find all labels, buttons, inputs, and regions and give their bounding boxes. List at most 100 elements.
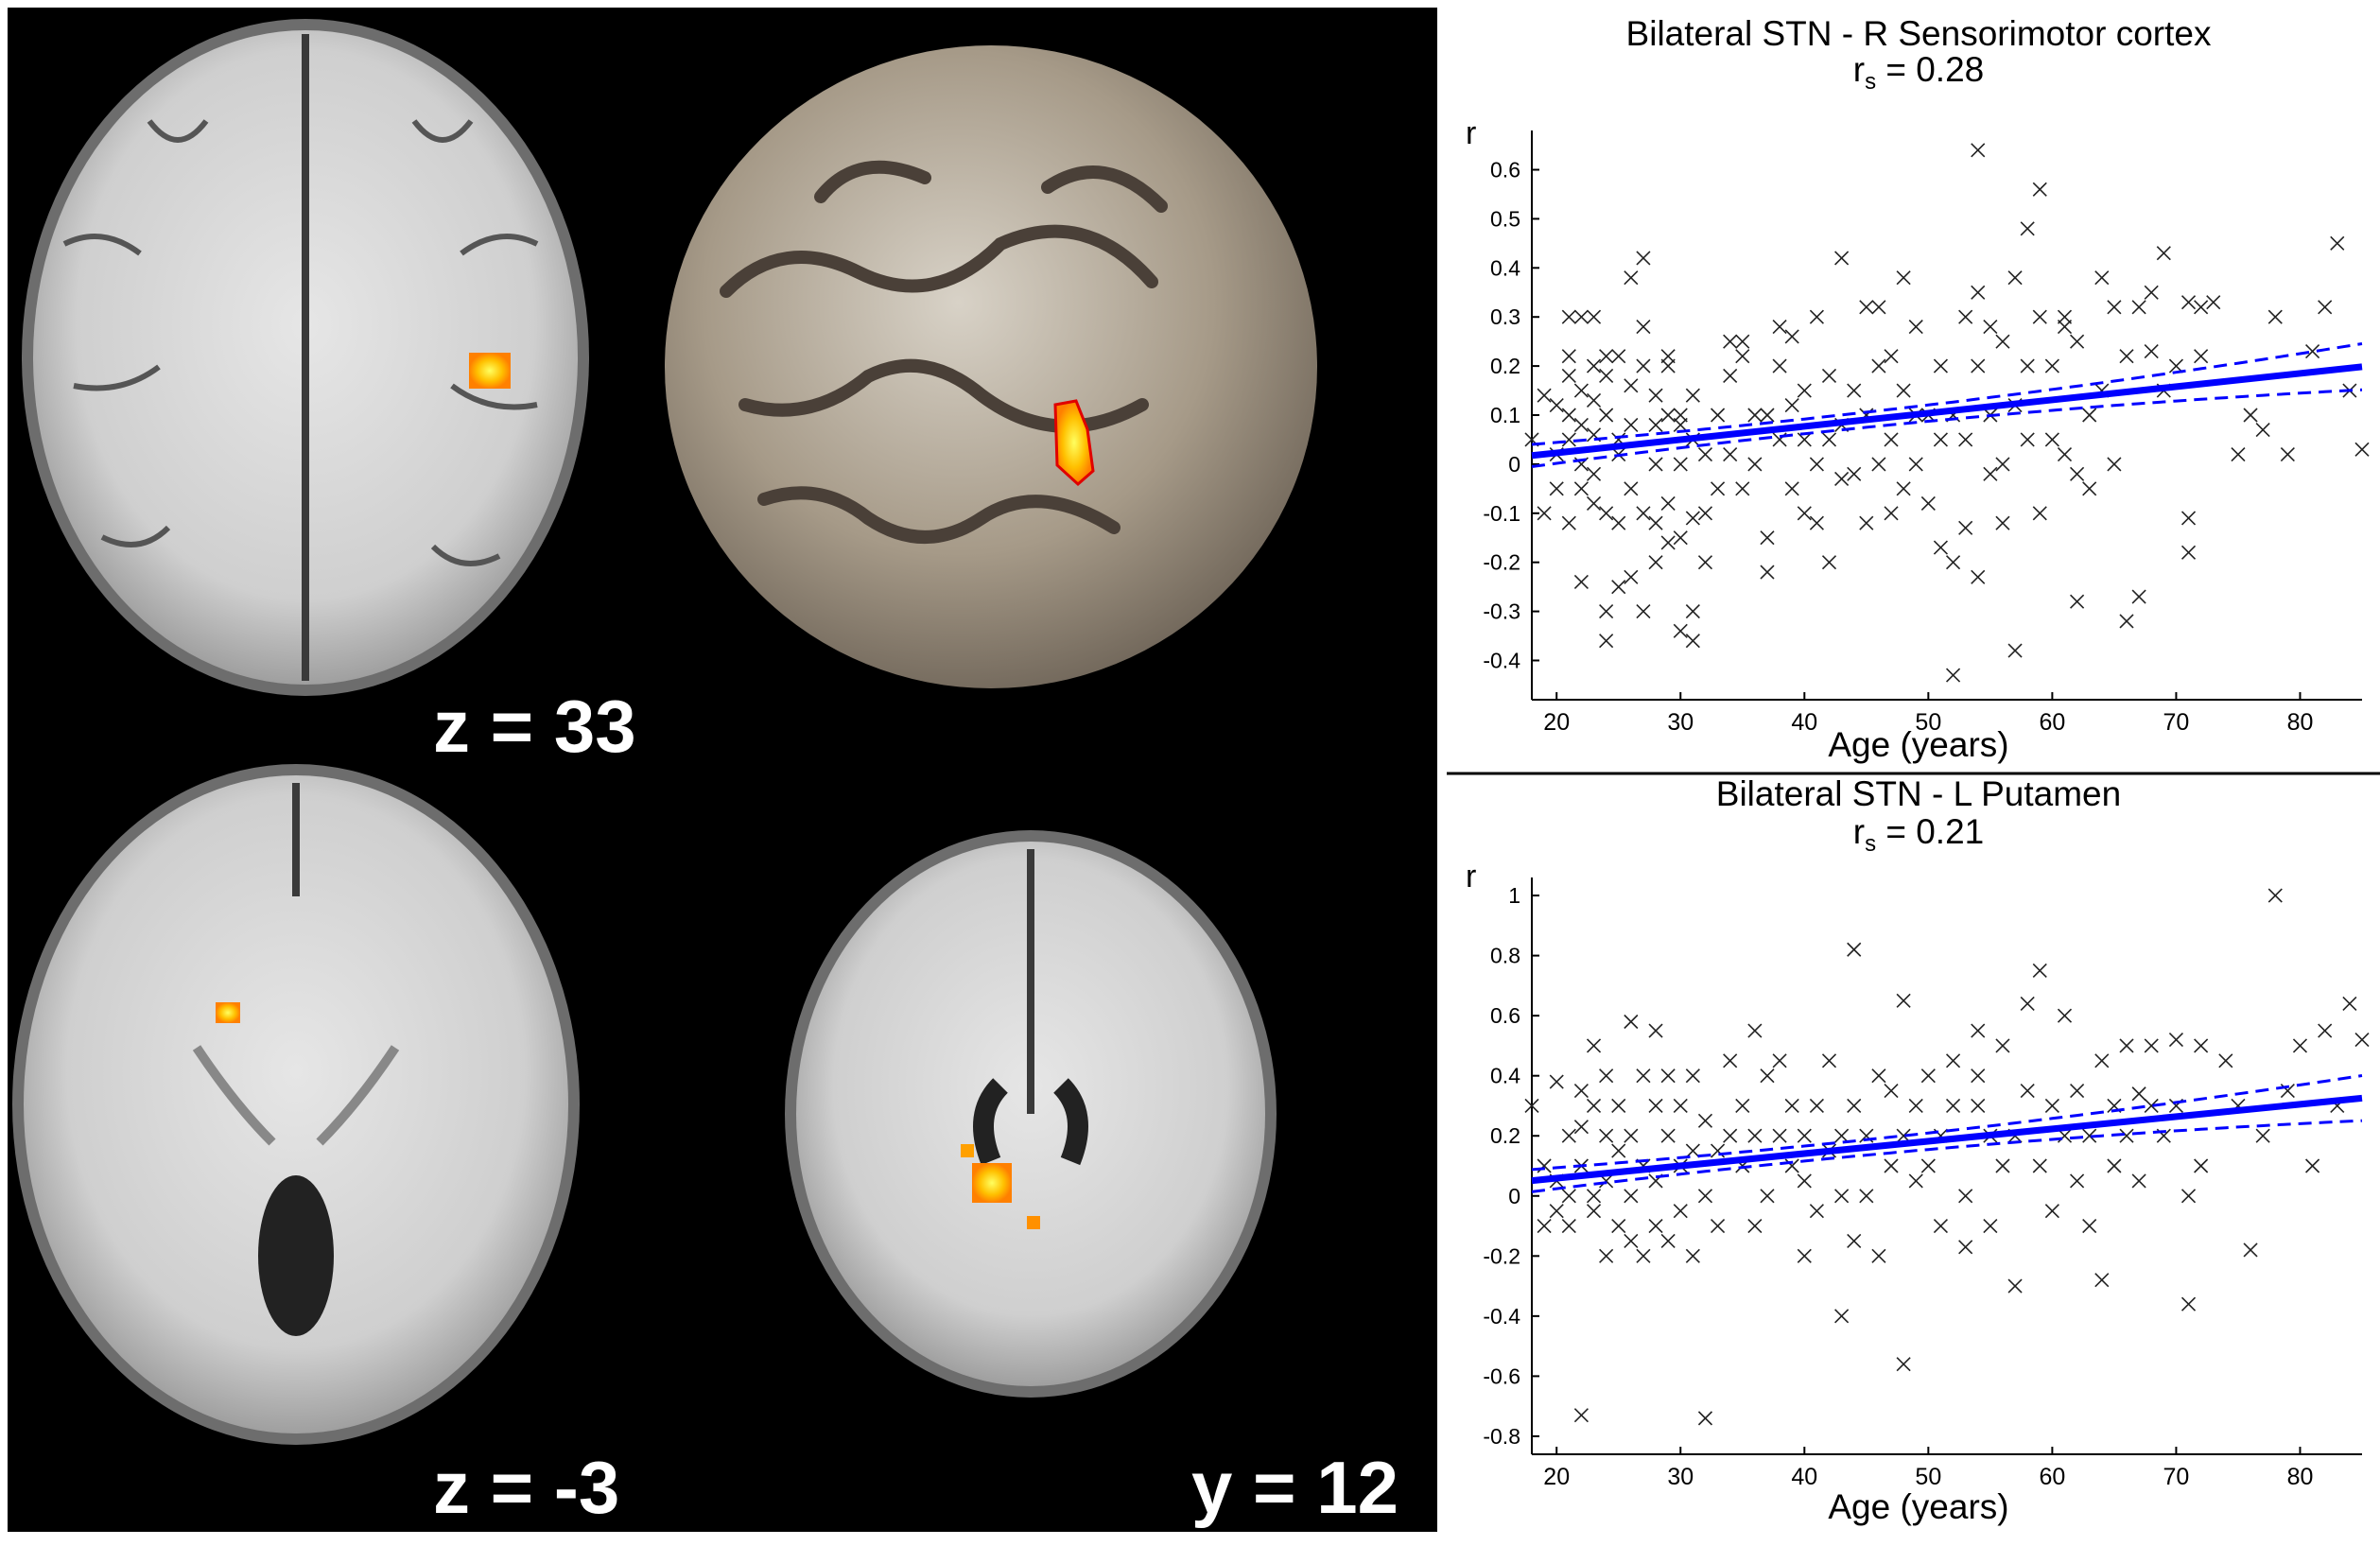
data-point [2082, 408, 2097, 423]
y-tick-label: 0 [1508, 452, 1520, 477]
data-point [2082, 1218, 2097, 1234]
data-point [1797, 432, 1812, 447]
data-point [2194, 349, 2209, 364]
data-point [1908, 1098, 1923, 1114]
data-point [1834, 1189, 1850, 1204]
data-point [2119, 614, 2134, 629]
data-point [1586, 1204, 1602, 1219]
x-tick-label: 20 [1543, 709, 1570, 736]
data-point [2330, 235, 2345, 251]
data-point [1933, 358, 1949, 373]
data-point [1995, 515, 2010, 530]
data-point [2144, 1038, 2159, 1053]
data-point [1971, 569, 1986, 584]
data-point [2180, 545, 2197, 560]
data-point [1747, 1218, 1763, 1234]
data-point [2292, 1038, 2308, 1053]
data-point [1660, 1233, 1676, 1248]
data-point [1648, 417, 1663, 432]
data-point [1859, 1189, 1874, 1204]
data-point [1809, 457, 1824, 472]
y-tick-label: 0 [1508, 1184, 1520, 1208]
data-point [1809, 1204, 1824, 1219]
data-point [1747, 408, 1763, 423]
data-point [1611, 580, 1626, 595]
data-point [1624, 569, 1639, 584]
data-point [1573, 383, 1589, 398]
data-point [1797, 383, 1812, 398]
data-point [1611, 515, 1626, 530]
data-point [1586, 309, 1602, 324]
data-point [1884, 506, 1899, 521]
activation-blob [469, 353, 511, 389]
data-point [1847, 1233, 1862, 1248]
data-point [2032, 1158, 2047, 1173]
data-point [2119, 349, 2134, 364]
data-point [2194, 300, 2209, 315]
data-point [1673, 1204, 1688, 1219]
data-point [1945, 1098, 1961, 1114]
data-point [1896, 270, 1911, 286]
axial-slice-top [22, 19, 589, 696]
data-point [1847, 466, 1862, 481]
data-point [1995, 1158, 2010, 1173]
data-point [2206, 295, 2221, 310]
data-point [1711, 408, 1726, 423]
data-point [2354, 1032, 2370, 1048]
data-point [1599, 604, 1614, 619]
data-point [1797, 506, 1812, 521]
data-point [1945, 668, 1961, 683]
data-point [1624, 1189, 1639, 1204]
data-point [1561, 368, 1576, 384]
data-point [1648, 1218, 1663, 1234]
data-point [1685, 604, 1700, 619]
data-point [1685, 1248, 1700, 1263]
data-point [1648, 515, 1663, 530]
data-point [1624, 1233, 1639, 1248]
data-point [1624, 378, 1639, 393]
data-point [2057, 446, 2073, 462]
data-point [2082, 1128, 2097, 1143]
x-axis-label: Age (years) [1828, 1487, 2008, 1526]
data-point [2231, 446, 2246, 462]
data-point [1673, 457, 1688, 472]
data-point [1847, 383, 1862, 398]
activation-blob [1027, 1216, 1040, 1229]
data-point [1971, 1023, 1986, 1038]
data-point [1561, 515, 1576, 530]
data-point [1871, 1068, 1886, 1084]
data-point [2144, 343, 2159, 359]
confidence-upper [1531, 342, 2363, 446]
regression-line [1531, 1094, 2363, 1185]
chart-title: Bilateral STN - R Sensorimotor cortex [1626, 14, 2212, 53]
data-point [2032, 963, 2047, 979]
data-point [2342, 996, 2357, 1012]
y-tick-label: -0.2 [1483, 550, 1520, 575]
x-tick-label: 40 [1791, 709, 1817, 736]
data-point [1611, 1218, 1626, 1234]
x-tick-label: 70 [2163, 709, 2190, 736]
data-point [1624, 1128, 1639, 1143]
brain-images-panel: z = 33 z = -3 y = 12 [8, 8, 1437, 1532]
y-tick-label: -0.6 [1483, 1364, 1520, 1388]
data-point [1624, 1014, 1639, 1030]
data-point [2280, 446, 2295, 462]
y-tick-label: -0.1 [1483, 501, 1520, 526]
x-tick-label: 70 [2163, 1464, 2190, 1490]
data-point [2255, 423, 2270, 438]
data-point [1573, 417, 1589, 432]
data-point [1809, 1098, 1824, 1114]
data-point [1945, 1053, 1961, 1068]
data-point [1908, 457, 1923, 472]
data-point [1971, 143, 1986, 158]
data-point [1685, 388, 1700, 403]
data-point [1697, 555, 1713, 570]
y-tick-label: 0.8 [1490, 944, 1520, 968]
x-tick-label: 80 [2287, 709, 2314, 736]
data-point [1586, 1189, 1602, 1204]
data-point [2020, 358, 2035, 373]
data-point [2180, 1189, 2197, 1204]
data-point [2243, 1242, 2258, 1258]
data-point [1611, 349, 1626, 364]
